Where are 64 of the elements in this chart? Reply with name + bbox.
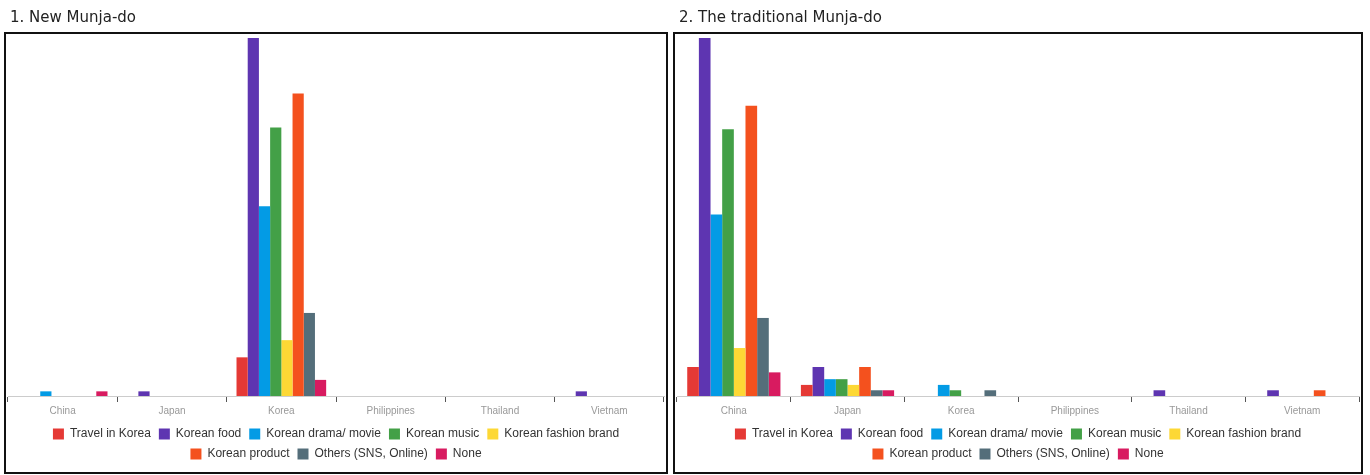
bar [247, 38, 259, 396]
bar [757, 317, 769, 396]
legend-label: Others (SNS, Online) [314, 446, 428, 461]
x-tick-label: Korea [267, 404, 296, 416]
x-tick-label: Thailand [1169, 404, 1208, 416]
x-tick-label: China [49, 404, 77, 416]
legend-label: Others (SNS, Online) [996, 446, 1110, 461]
bar [733, 348, 746, 396]
legend-label: Korean food [175, 426, 242, 441]
bar [824, 379, 836, 396]
bar [847, 384, 860, 396]
bar [937, 384, 950, 396]
bar [698, 38, 711, 396]
bar [687, 367, 699, 396]
bar [1313, 390, 1326, 396]
legend-label: Korean drama/ movie [948, 426, 1064, 441]
bar [236, 357, 248, 396]
chart-title: 2. The traditional Munja-do [678, 7, 883, 28]
x-tick-label: Philippines [1050, 404, 1100, 416]
bar [138, 391, 150, 396]
bar [270, 127, 282, 396]
legend-label: None [452, 446, 482, 461]
legend-label: Korean drama/ movie [266, 426, 382, 441]
chart-title: 1. New Munja-do [9, 7, 137, 28]
x-tick-label: China [720, 404, 748, 416]
legend-label: Korean product [889, 446, 973, 461]
x-tick-label: Philippines [366, 404, 415, 416]
bar [1153, 390, 1166, 396]
bar [812, 367, 825, 396]
bar [575, 391, 587, 396]
legend-label: Korean fashion brand [504, 426, 620, 441]
bar [870, 390, 883, 396]
bar [745, 105, 758, 396]
bar [281, 340, 293, 396]
bar [859, 367, 871, 396]
bar [258, 206, 271, 396]
bar [40, 391, 52, 396]
bar [835, 379, 848, 396]
legend-label: Korean food [857, 426, 924, 441]
bar [949, 390, 962, 396]
x-tick-label: Vietnam [1283, 404, 1321, 416]
bar [768, 372, 781, 396]
bar [722, 129, 734, 396]
bar [882, 390, 895, 396]
legend-label: Travel in Korea [751, 426, 834, 441]
x-tick-label: Korea [947, 404, 975, 416]
bar [314, 379, 327, 396]
legend-label: Korean music [1087, 426, 1162, 441]
bar [96, 391, 108, 396]
legend-label: Korean music [405, 426, 480, 441]
bar [800, 384, 813, 396]
legend-label: Travel in Korea [69, 426, 152, 441]
bar [292, 93, 304, 396]
x-tick-label: Japan [158, 404, 186, 416]
legend-label: Korean fashion brand [1186, 426, 1302, 441]
bar [1267, 390, 1279, 396]
bar [984, 390, 997, 396]
bar [710, 214, 723, 396]
legend-label: Korean product [207, 446, 291, 461]
x-tick-label: Japan [833, 404, 862, 416]
bar [303, 312, 315, 396]
x-tick-label: Thailand [480, 404, 520, 416]
x-tick-label: Vietnam [591, 404, 628, 416]
legend-label: None [1134, 446, 1164, 461]
